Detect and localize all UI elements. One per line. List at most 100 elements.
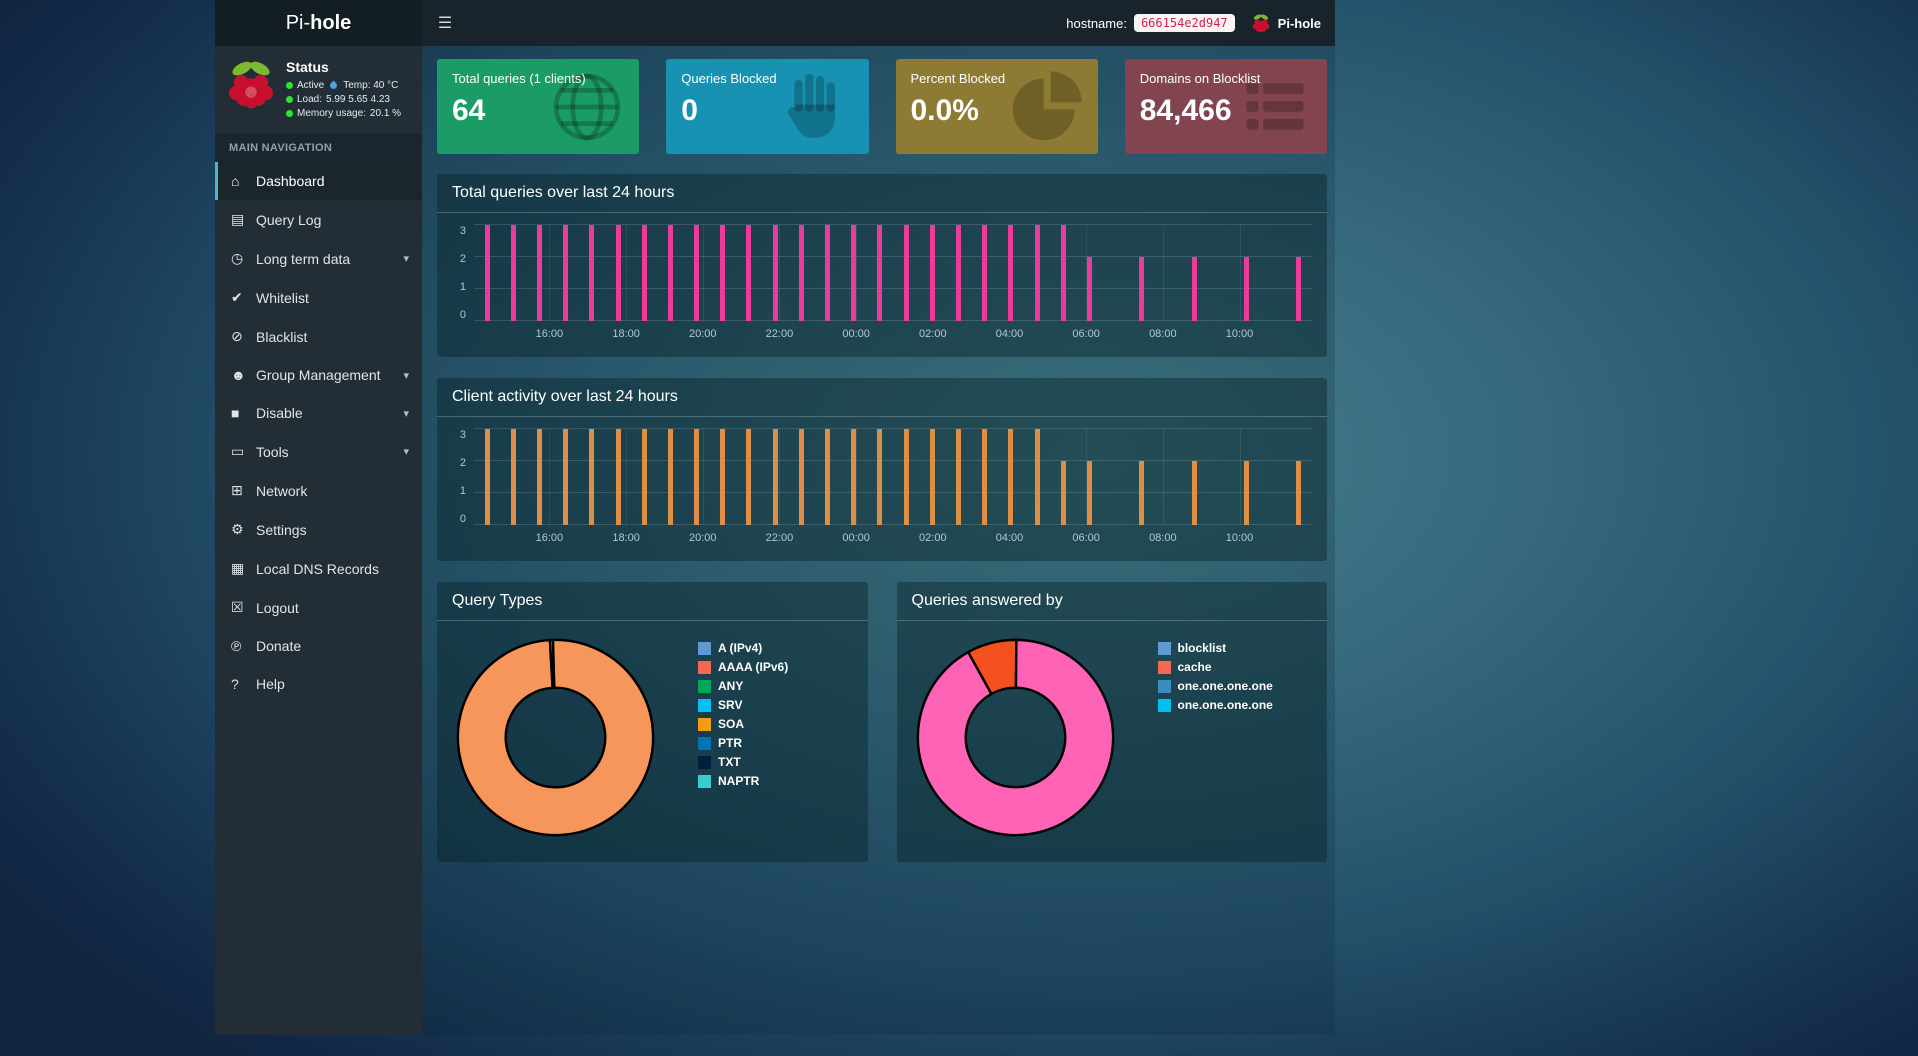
legend-item[interactable]: TXT	[698, 755, 788, 769]
query-bar[interactable]	[746, 225, 752, 321]
query-types-donut[interactable]	[453, 635, 658, 840]
legend-item[interactable]: cache	[1157, 660, 1273, 674]
user-menu[interactable]: Pi-hole	[1251, 13, 1321, 33]
x-tick-label: 06:00	[1072, 532, 1100, 544]
query-bar[interactable]	[1008, 429, 1014, 525]
query-bar[interactable]	[1191, 257, 1197, 321]
query-bar[interactable]	[851, 225, 857, 321]
query-bar[interactable]	[1296, 461, 1302, 525]
client-activity-chart[interactable]: 3 2 1 0 16:00 18:00 20:00 22:00 00:00 02:00 04:00…	[452, 428, 1312, 547]
status-box: Status Active Temp: 40 °C Load: 5.99 5.6…	[215, 46, 422, 134]
query-bar[interactable]	[1086, 461, 1092, 525]
query-bar[interactable]	[720, 225, 726, 321]
total-queries-chart[interactable]: 3 2 1 0 16:00 18:00 20:00 22:00 00:00 02:00 04:00…	[452, 224, 1312, 343]
legend-item[interactable]: AAAA (IPv6)	[698, 660, 788, 674]
query-bar[interactable]	[1034, 225, 1040, 321]
query-bar[interactable]	[563, 429, 569, 525]
legend-item[interactable]: SRV	[698, 698, 788, 712]
query-bar[interactable]	[772, 429, 778, 525]
query-bar[interactable]	[825, 429, 831, 525]
query-bar[interactable]	[982, 225, 988, 321]
sidebar-item-tools[interactable]: ▭ Tools ▾	[215, 432, 422, 471]
sidebar-item-blacklist[interactable]: ⊘ Blacklist	[215, 317, 422, 356]
query-bar[interactable]	[615, 429, 621, 525]
sidebar-item-whitelist[interactable]: ✔ Whitelist	[215, 278, 422, 317]
query-bar[interactable]	[615, 225, 621, 321]
query-bar[interactable]	[903, 225, 909, 321]
legend-item[interactable]: A (IPv4)	[698, 641, 788, 655]
queries-answered-by-donut[interactable]	[913, 635, 1118, 840]
query-bar[interactable]	[1086, 257, 1092, 321]
legend-item[interactable]: PTR	[698, 736, 788, 750]
bar-slot	[1207, 429, 1233, 525]
query-bar[interactable]	[484, 429, 490, 525]
query-bar[interactable]	[1139, 257, 1145, 321]
legend-label: ANY	[718, 679, 744, 693]
query-bar[interactable]	[641, 429, 647, 525]
donut-slice-a-ipv4-[interactable]	[548, 638, 556, 690]
query-bar[interactable]	[1296, 257, 1302, 321]
query-bar[interactable]	[510, 429, 516, 525]
legend-item[interactable]: one.one.one.one	[1157, 698, 1273, 712]
sidebar-item-local-dns-records[interactable]: ▦ Local DNS Records	[215, 549, 422, 588]
query-bar[interactable]	[798, 429, 804, 525]
query-bar[interactable]	[1034, 429, 1040, 525]
donut-slice-one-one-one-one[interactable]	[916, 638, 1114, 837]
sidebar-item-logout[interactable]: ☒ Logout	[215, 588, 422, 627]
sidebar-item-long-term-data[interactable]: ◷ Long term data ▾	[215, 239, 422, 278]
legend-item[interactable]: one.one.one.one	[1157, 679, 1273, 693]
query-bar[interactable]	[1244, 257, 1250, 321]
sidebar-item-settings[interactable]: ⚙ Settings	[215, 510, 422, 549]
query-bar[interactable]	[641, 225, 647, 321]
bar-slot	[631, 429, 657, 525]
query-bar[interactable]	[667, 225, 673, 321]
query-bar[interactable]	[1008, 225, 1014, 321]
query-bar[interactable]	[1060, 225, 1066, 321]
query-bar[interactable]	[929, 429, 935, 525]
x-tick-label: 22:00	[765, 328, 794, 340]
query-bar[interactable]	[1139, 461, 1145, 525]
query-bar[interactable]	[746, 429, 752, 525]
legend-item[interactable]: ANY	[698, 679, 788, 693]
query-bar[interactable]	[720, 429, 726, 525]
donut-slice-soa[interactable]	[456, 638, 655, 837]
legend-item[interactable]: SOA	[698, 717, 788, 731]
query-bar[interactable]	[589, 225, 595, 321]
sidebar-item-group-management[interactable]: ☻ Group Management ▾	[215, 356, 422, 394]
sidebar-item-donate[interactable]: ℗ Donate	[215, 627, 422, 665]
query-bar[interactable]	[536, 225, 542, 321]
query-bar[interactable]	[484, 225, 490, 321]
card-value: 84,466	[1139, 94, 1232, 127]
sidebar-item-network[interactable]: ⊞ Network	[215, 471, 422, 510]
brand-logo[interactable]: Pi-hole	[215, 0, 422, 46]
query-bar[interactable]	[563, 225, 569, 321]
query-bar[interactable]	[667, 429, 673, 525]
query-bar[interactable]	[825, 225, 831, 321]
query-bar[interactable]	[955, 225, 961, 321]
query-bar[interactable]	[1244, 461, 1250, 525]
query-bar[interactable]	[877, 225, 883, 321]
query-bar[interactable]	[982, 429, 988, 525]
query-bar[interactable]	[772, 225, 778, 321]
legend-item[interactable]: blocklist	[1157, 641, 1273, 655]
query-bar[interactable]	[694, 429, 700, 525]
sidebar-item-disable[interactable]: ■ Disable ▾	[215, 394, 422, 432]
query-bar[interactable]	[929, 225, 935, 321]
query-bar[interactable]	[510, 225, 516, 321]
query-bar[interactable]	[903, 429, 909, 525]
query-bar[interactable]	[694, 225, 700, 321]
sidebar-toggle-button[interactable]: ☰	[422, 0, 468, 46]
sidebar-item-help[interactable]: ? Help	[215, 665, 422, 703]
query-bar[interactable]	[1060, 461, 1066, 525]
query-bar[interactable]	[877, 429, 883, 525]
bar-slot	[605, 429, 631, 525]
query-bar[interactable]	[536, 429, 542, 525]
query-bar[interactable]	[955, 429, 961, 525]
sidebar-item-dashboard[interactable]: ⌂ Dashboard	[215, 162, 422, 200]
query-bar[interactable]	[851, 429, 857, 525]
query-bar[interactable]	[1191, 461, 1197, 525]
legend-item[interactable]: NAPTR	[698, 774, 788, 788]
query-bar[interactable]	[589, 429, 595, 525]
sidebar-item-query-log[interactable]: ▤ Query Log	[215, 200, 422, 239]
query-bar[interactable]	[798, 225, 804, 321]
